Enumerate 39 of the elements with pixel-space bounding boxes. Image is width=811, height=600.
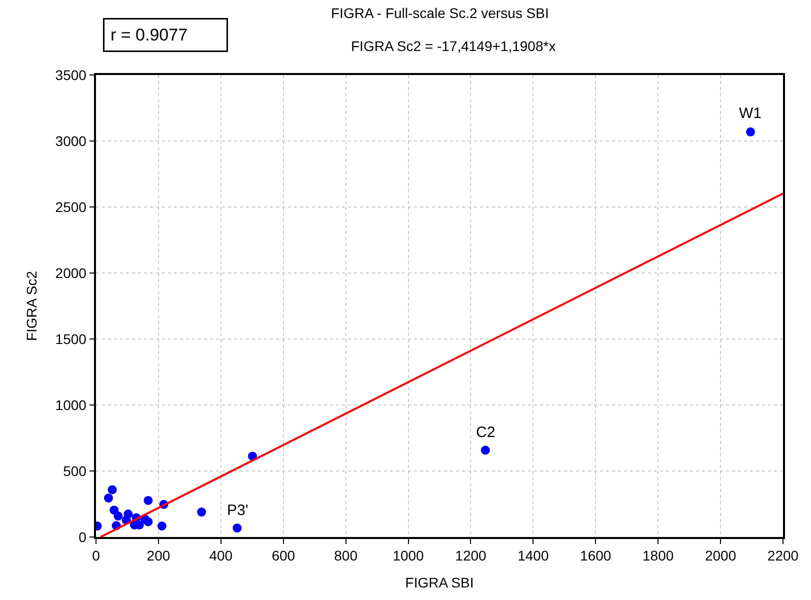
y-tick-label: 500	[63, 462, 87, 479]
y-axis-title: FIGRA Sc2	[23, 270, 40, 342]
y-tick-label: 2000	[55, 264, 87, 281]
x-tick-label: 2200	[767, 548, 799, 564]
point	[197, 508, 206, 517]
x-tick-label: 1200	[455, 548, 487, 564]
x-tick-label: 1600	[580, 548, 612, 564]
y-tick-label: 3500	[55, 66, 87, 83]
x-tick-label: 200	[146, 548, 170, 564]
chart-title: FIGRA - Full-scale Sc.2 versus SBI	[331, 5, 549, 21]
point	[157, 522, 166, 531]
y-tick-label: 3000	[55, 132, 87, 149]
x-tick-label: 0	[92, 548, 100, 564]
annotation: W1	[739, 105, 762, 122]
x-tick-label: 2000	[704, 548, 736, 564]
chart-subtitle: FIGRA Sc2 = -17,4149+1,1908*x	[351, 38, 556, 54]
point	[104, 494, 113, 503]
point	[480, 446, 490, 455]
annotation: C2	[476, 424, 496, 441]
point	[144, 517, 153, 526]
x-tick-label: 400	[209, 548, 233, 564]
x-tick-label: 600	[272, 548, 296, 564]
y-tick-label: 1000	[55, 396, 87, 413]
point	[108, 485, 117, 494]
point	[144, 496, 153, 505]
y-tick-label: 0	[78, 528, 87, 545]
y-tick-label: 2500	[55, 198, 87, 215]
annotation: P3'	[227, 502, 248, 519]
point	[232, 524, 242, 533]
x-tick-label: 1000	[392, 548, 424, 564]
x-axis-title: FIGRA SBI	[405, 574, 474, 590]
point	[746, 127, 756, 136]
point	[114, 512, 123, 521]
point	[110, 506, 119, 515]
x-tick-label: 800	[334, 548, 358, 564]
x-tick-label: 1800	[642, 548, 674, 564]
text: r = 0.9077	[110, 26, 188, 44]
x-tick-label: 1400	[518, 548, 549, 564]
y-tick-label: 1500	[55, 330, 87, 347]
